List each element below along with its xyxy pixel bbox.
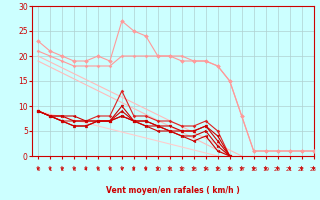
X-axis label: Vent moyen/en rafales ( km/h ): Vent moyen/en rafales ( km/h ) <box>106 186 240 195</box>
